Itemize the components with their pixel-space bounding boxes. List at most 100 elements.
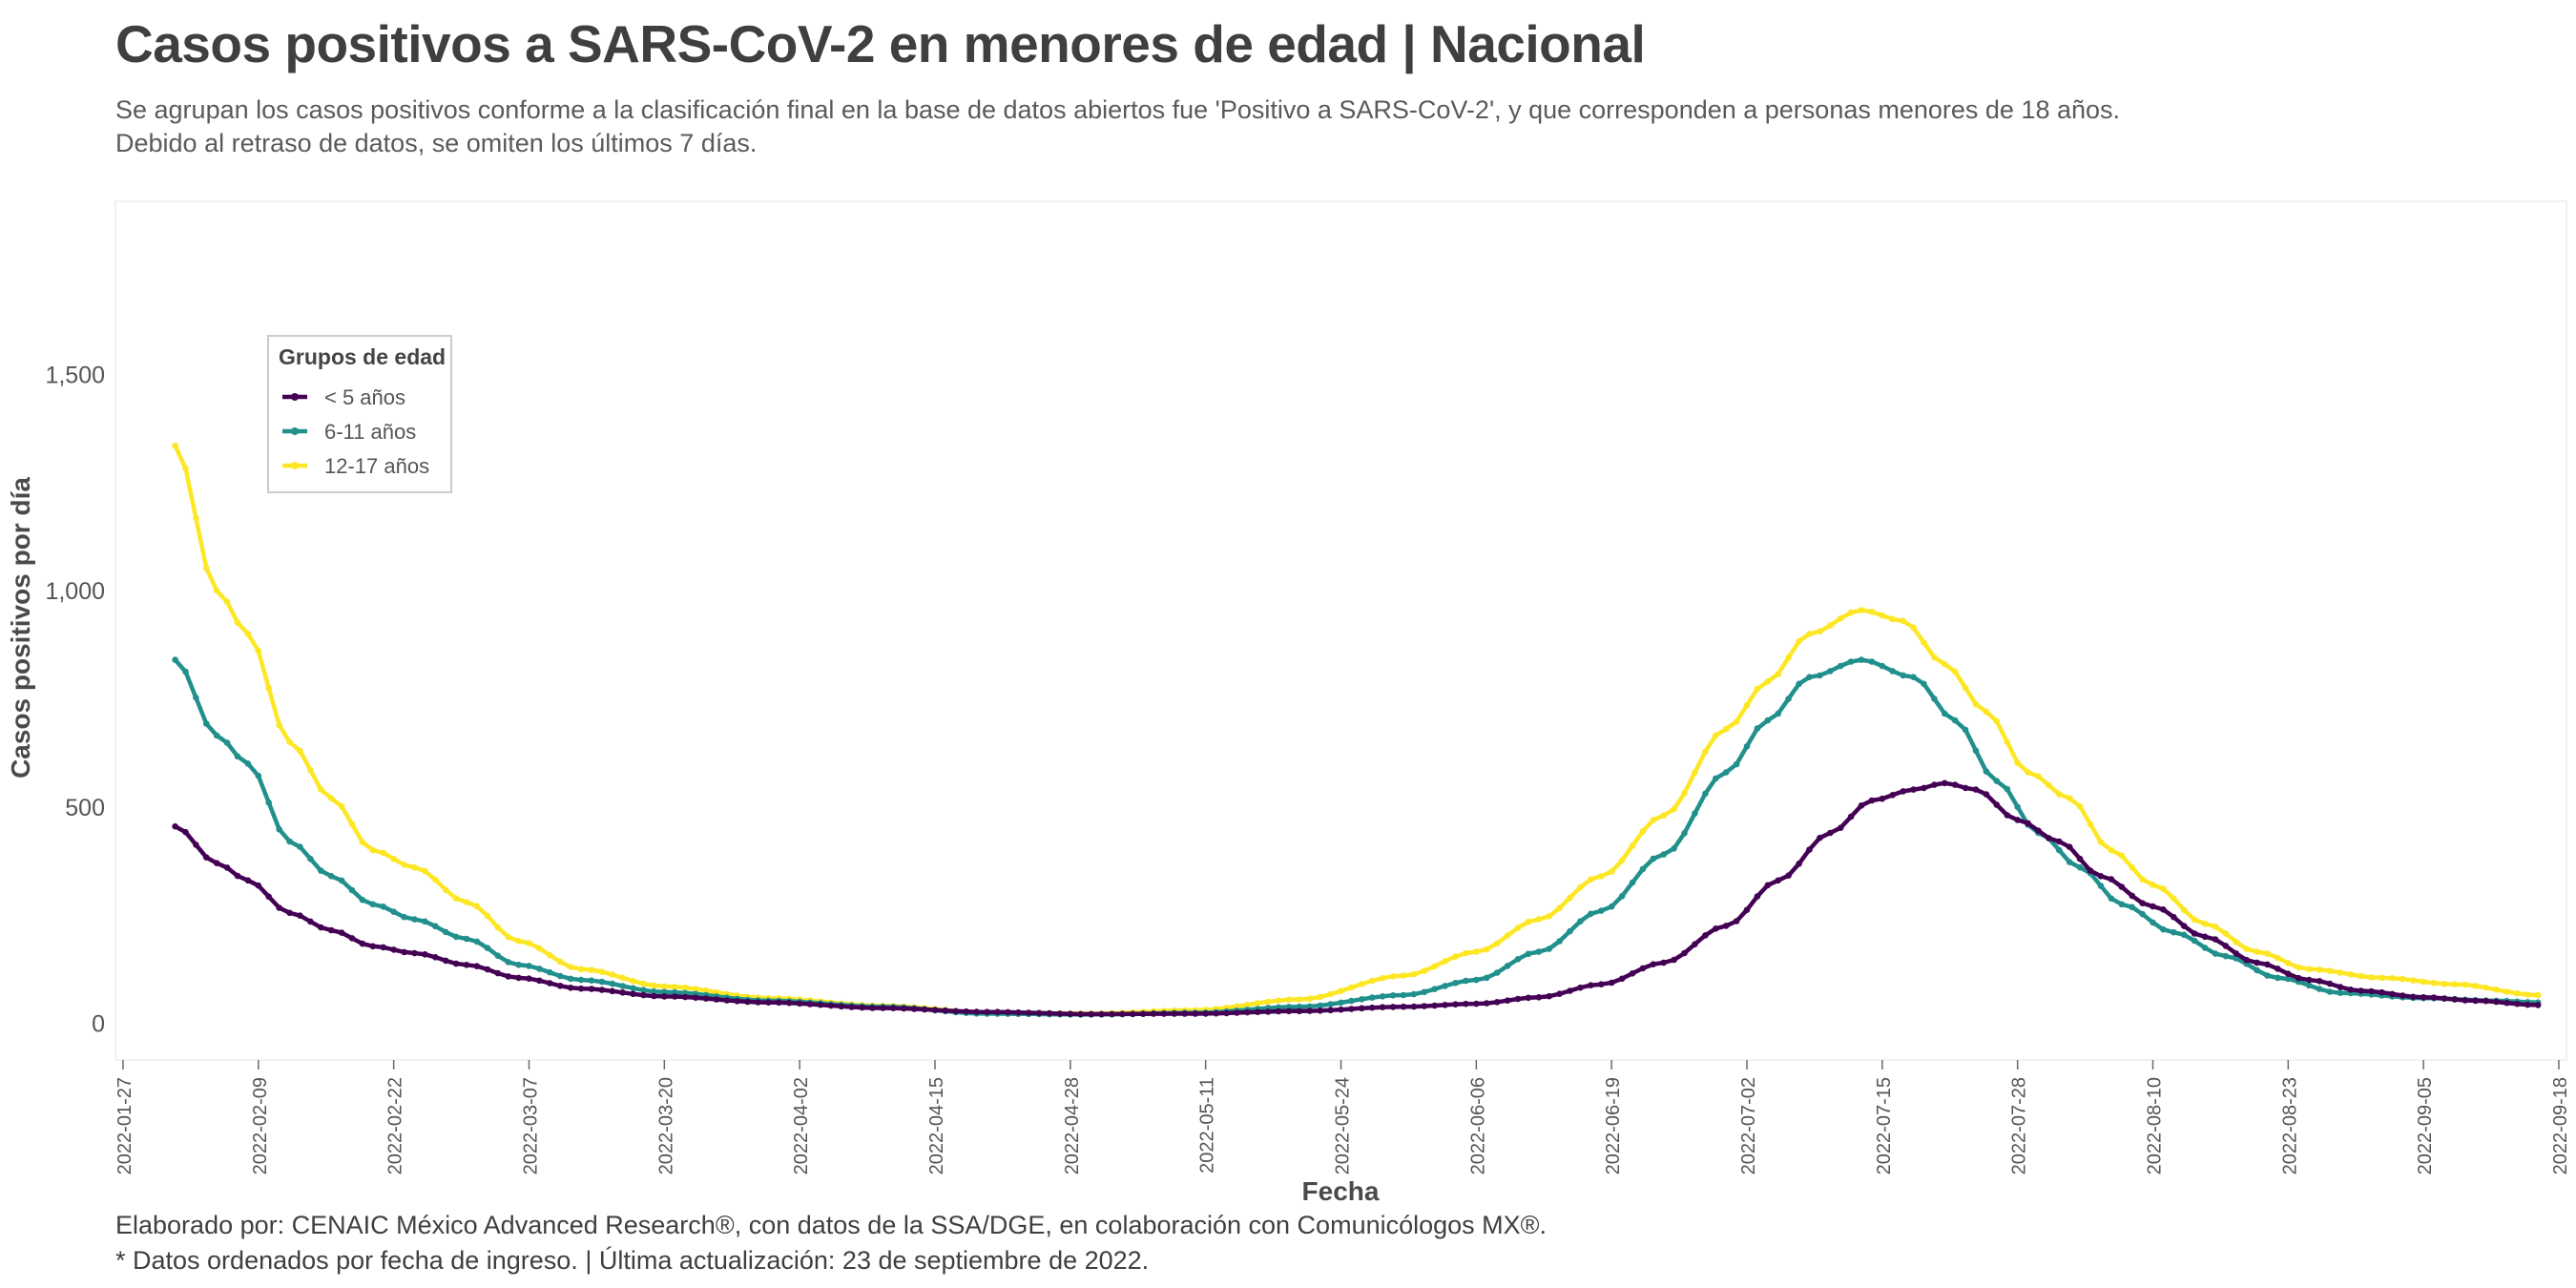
data-point	[2264, 972, 2271, 979]
data-point	[359, 940, 366, 947]
data-point	[1796, 680, 1802, 688]
x-tick-label: 2022-04-28	[1062, 1077, 1083, 1174]
data-point	[1546, 992, 1552, 1000]
data-point	[901, 1005, 907, 1012]
data-point	[265, 684, 273, 692]
data-point	[193, 695, 199, 701]
data-point	[2004, 738, 2011, 746]
data-point	[1743, 906, 1751, 913]
data-point	[2201, 933, 2209, 941]
legend-item: 12-17 años	[282, 454, 429, 478]
data-point	[796, 1000, 803, 1008]
data-point	[1889, 615, 1896, 623]
data-point	[1879, 795, 1886, 802]
x-tick-label: 2022-07-02	[1738, 1077, 1759, 1174]
data-point	[1015, 1008, 1022, 1016]
data-point	[681, 993, 689, 1001]
data-point	[2285, 970, 2292, 977]
data-point	[1993, 778, 2001, 784]
series-layer	[172, 442, 2542, 1018]
data-point	[838, 1003, 845, 1010]
data-point	[2035, 827, 2042, 834]
data-point	[2129, 892, 2135, 900]
data-point	[910, 1006, 918, 1012]
data-point	[1900, 617, 1906, 625]
data-point	[380, 904, 387, 910]
data-point	[1005, 1008, 1011, 1016]
data-point	[172, 822, 178, 830]
data-point	[2326, 967, 2334, 974]
data-point	[1264, 998, 1272, 1006]
y-tick-label: 1,500	[45, 362, 105, 388]
data-point	[1400, 991, 1407, 999]
data-point	[1348, 984, 1355, 991]
data-point	[1702, 790, 1709, 798]
legend-item: 6-11 años	[282, 420, 416, 444]
data-point	[2046, 835, 2052, 841]
data-point	[1754, 725, 1761, 732]
data-point	[1629, 970, 1636, 977]
x-tick-label: 2022-03-20	[655, 1077, 676, 1174]
data-point	[1942, 660, 1948, 668]
data-point	[2139, 876, 2146, 883]
data-point	[1359, 996, 1365, 1003]
data-point	[286, 909, 293, 917]
data-point	[1098, 1010, 1105, 1018]
data-point	[1660, 959, 1667, 966]
data-point	[640, 987, 647, 994]
x-tick-label: 2022-08-23	[2279, 1077, 2300, 1174]
x-tick-label: 2022-01-27	[114, 1077, 135, 1174]
data-point	[203, 565, 210, 571]
data-point	[2066, 859, 2073, 865]
data-point	[255, 647, 262, 654]
legend-marker	[291, 462, 299, 469]
data-point	[1764, 678, 1772, 685]
data-point	[1598, 981, 1605, 987]
data-point	[1567, 987, 1573, 994]
chart-subtitle: Se agrupan los casos positivos conforme …	[115, 93, 2558, 160]
data-point	[1296, 996, 1303, 1003]
data-point	[1264, 1008, 1272, 1015]
data-point	[1775, 671, 1781, 677]
data-point	[547, 980, 553, 987]
data-point	[588, 966, 595, 973]
y-tick-label: 1,000	[45, 578, 105, 605]
data-point	[2275, 974, 2281, 982]
data-point	[577, 966, 585, 973]
data-point	[2108, 876, 2115, 883]
data-point	[2180, 923, 2188, 929]
data-point	[2233, 950, 2240, 957]
data-point	[2191, 937, 2198, 945]
data-point	[2171, 913, 2177, 921]
data-point	[1858, 802, 1865, 809]
data-point	[556, 958, 564, 966]
data-point	[598, 978, 606, 986]
data-point	[2451, 996, 2459, 1003]
data-point	[1025, 1009, 1032, 1016]
data-point	[2171, 895, 2177, 902]
data-point	[1618, 857, 1626, 864]
data-point	[1514, 956, 1522, 963]
data-point	[318, 924, 324, 931]
data-point	[1389, 973, 1397, 980]
data-point	[2233, 939, 2240, 945]
data-point	[2160, 906, 2167, 913]
data-point	[318, 867, 324, 874]
data-point	[2451, 981, 2459, 987]
data-point	[2420, 978, 2427, 986]
data-point	[1910, 786, 1917, 793]
data-point	[1130, 1010, 1136, 1018]
data-point	[234, 619, 241, 626]
data-point	[1806, 846, 1813, 853]
data-point	[1556, 904, 1563, 912]
data-point	[348, 821, 356, 828]
data-point	[2254, 966, 2260, 974]
data-point	[2056, 846, 2063, 854]
data-point	[515, 938, 522, 945]
data-point	[1921, 784, 1927, 792]
data-point	[2150, 882, 2156, 888]
data-point	[1983, 791, 1990, 798]
data-point	[1702, 932, 1709, 939]
data-point	[411, 863, 418, 871]
data-point	[1629, 842, 1636, 849]
